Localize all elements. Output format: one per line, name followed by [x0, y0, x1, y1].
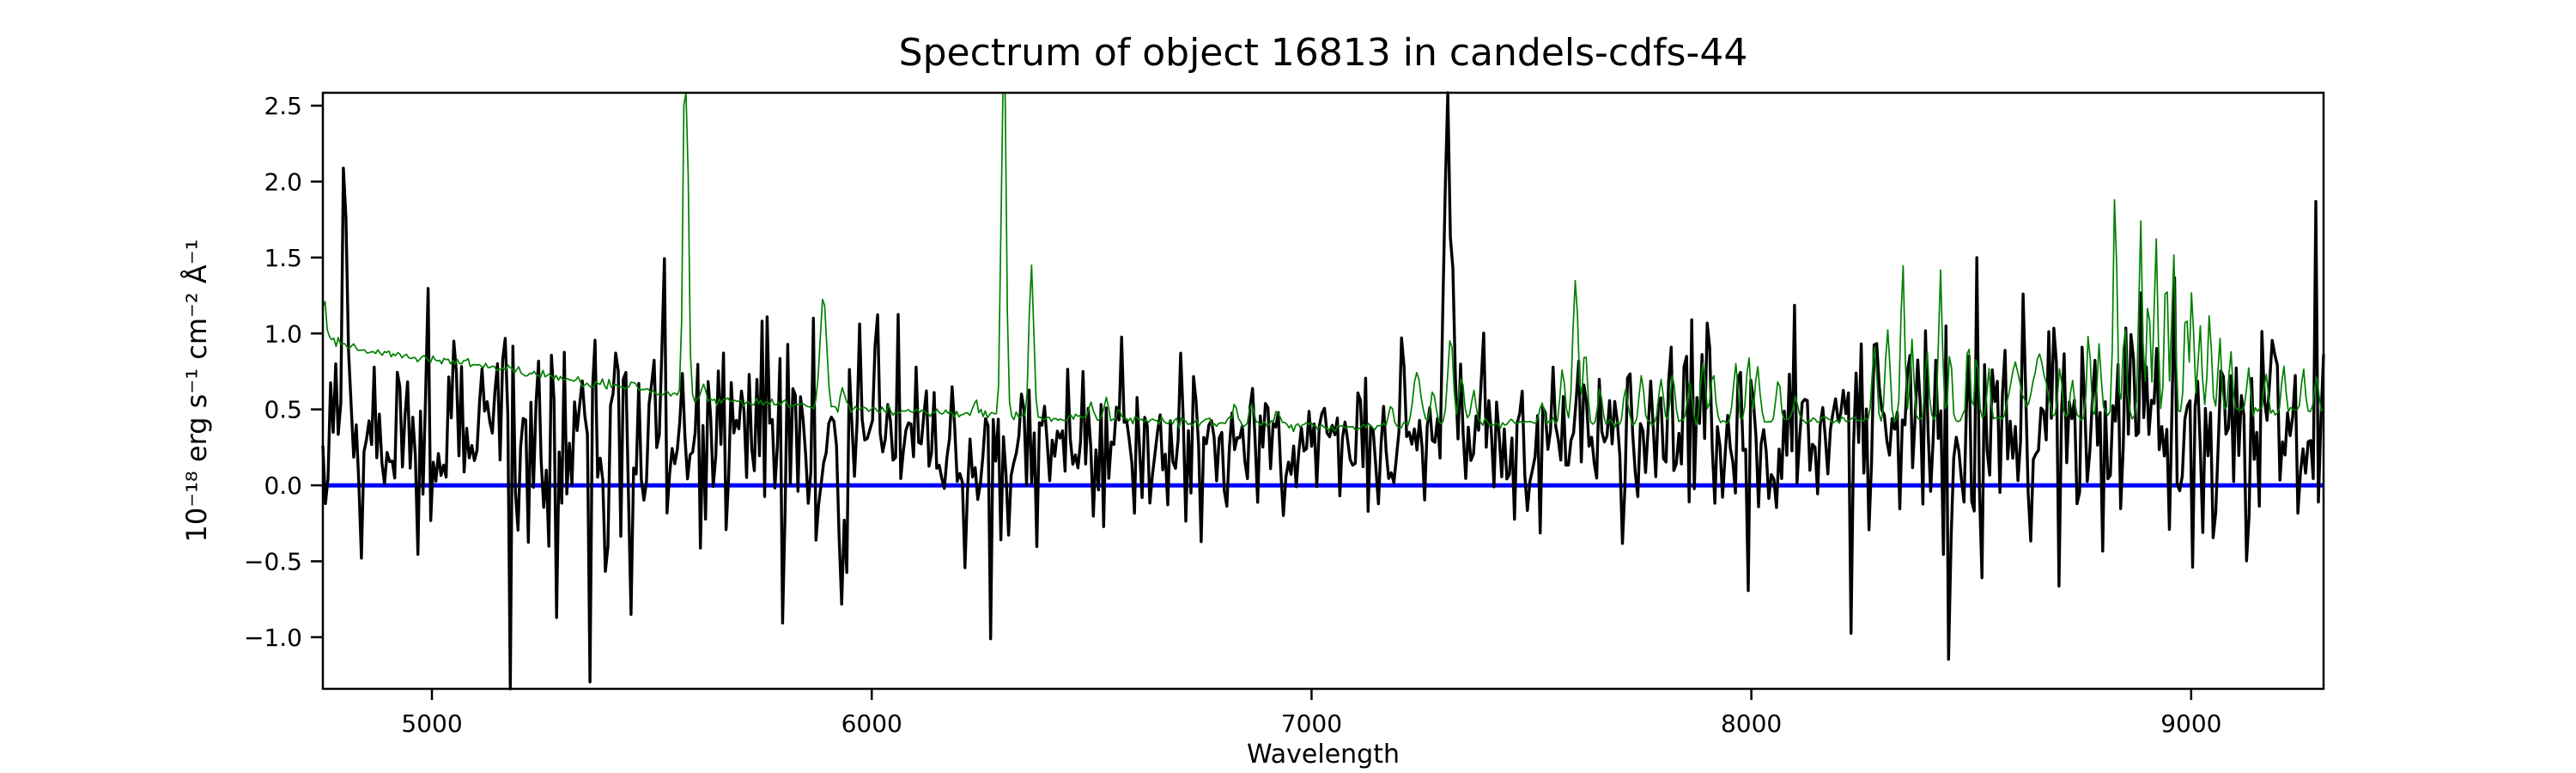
- x-tick-label: 9000: [2160, 709, 2221, 738]
- y-tick-label: −0.5: [244, 547, 302, 575]
- y-axis-label: 10⁻¹⁸ erg s⁻¹ cm⁻² Å⁻¹: [180, 239, 213, 542]
- axis-ticks-layer: 5000 6000 7000 8000 9000 −1.0 −0.5 0.0 0.5 1.0 1.5…: [244, 92, 2221, 738]
- sky-error-spectrum-line: [322, 92, 2324, 433]
- x-tick-label: 8000: [1721, 709, 1782, 738]
- x-axis-label: Wavelength: [1247, 740, 1400, 770]
- y-tick-label: 0.0: [264, 472, 302, 500]
- y-tick-label: 0.5: [264, 396, 302, 424]
- plot-border: [321, 91, 2325, 691]
- y-tick-label: 1.0: [264, 320, 302, 348]
- chart-title: Spectrum of object 16813 in candels-cdfs…: [899, 31, 1748, 75]
- y-tick-label: 2.5: [264, 92, 302, 120]
- y-tick-label: 1.5: [264, 244, 302, 272]
- y-tick-label: 2.0: [264, 167, 302, 196]
- x-tick-label: 6000: [841, 709, 902, 738]
- object-flux-line: [321, 91, 2325, 691]
- y-tick-label: −1.0: [244, 624, 302, 652]
- x-tick-label: 7000: [1281, 709, 1342, 738]
- data-lines-layer: [321, 91, 2325, 691]
- x-tick-label: 5000: [401, 709, 462, 738]
